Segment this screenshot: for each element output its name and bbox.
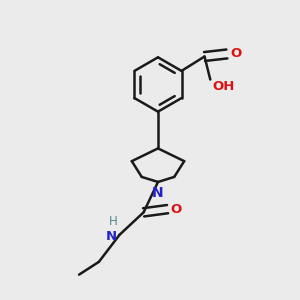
Text: O: O [171, 202, 182, 216]
Text: O: O [230, 47, 241, 60]
Text: OH: OH [212, 80, 234, 93]
Text: N: N [105, 230, 116, 243]
Text: N: N [152, 186, 164, 200]
Text: H: H [109, 215, 118, 228]
